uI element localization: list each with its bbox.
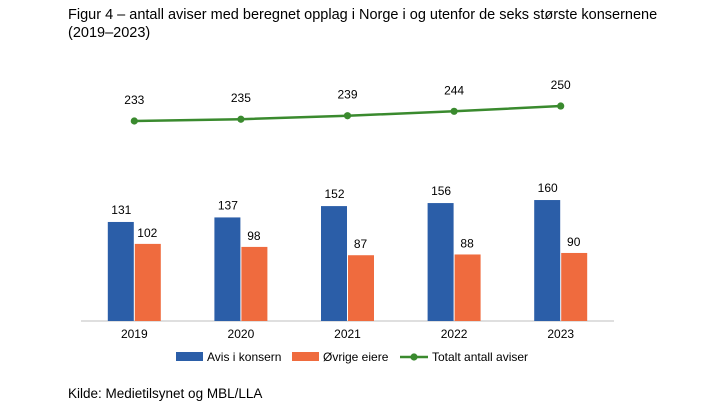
point-totalt-2020: [237, 115, 245, 123]
data-label-totalt-2023: 250: [551, 78, 571, 92]
data-label-totalt-2022: 244: [444, 83, 464, 97]
bar-avis-i-konsern-2023: [534, 200, 561, 321]
bar-avis-i-konsern-2021: [321, 206, 347, 321]
legend-marker-totalt: [410, 353, 418, 361]
x-tick-label-2023: 2023: [547, 327, 574, 341]
chart-title-line-1: Figur 4 – antall aviser med beregnet opp…: [68, 7, 658, 23]
data-label-ovrige-eiere-2019: 102: [137, 226, 157, 240]
data-label-totalt-2021: 239: [337, 88, 357, 102]
legend-label-avis-i-konsern: Avis i konsern: [207, 350, 281, 364]
bar-avis-i-konsern-2022: [427, 203, 454, 321]
data-label-avis-i-konsern-2019: 131: [111, 203, 131, 217]
data-label-avis-i-konsern-2021: 152: [324, 187, 344, 201]
data-label-avis-i-konsern-2020: 137: [218, 198, 238, 212]
bar-avis-i-konsern-2020: [214, 217, 241, 321]
point-totalt-2023: [557, 102, 565, 110]
data-label-ovrige-eiere-2020: 98: [247, 229, 261, 243]
data-label-totalt-2019: 233: [124, 93, 144, 107]
bar-ovrige-eiere-2020: [241, 246, 268, 321]
point-totalt-2021: [343, 112, 352, 120]
legend-label-totalt: Totalt antall aviser: [432, 350, 528, 364]
data-label-ovrige-eiere-2021: 87: [354, 237, 368, 251]
data-label-totalt-2020: 235: [231, 91, 251, 105]
data-label-avis-i-konsern-2022: 156: [431, 184, 451, 198]
bar-ovrige-eiere-2019: [134, 243, 161, 321]
x-tick-label-2021: 2021: [334, 327, 361, 341]
x-tick-label-2020: 2020: [228, 327, 255, 341]
data-label-avis-i-konsern-2023: 160: [538, 181, 558, 195]
source-note: Kilde: Medietilsynet og MBL/LLA: [68, 386, 263, 401]
bar-avis-i-konsern-2019: [107, 221, 134, 321]
point-totalt-2019: [130, 117, 138, 125]
x-tick-label-2019: 2019: [121, 327, 148, 341]
chart-title: Figur 4 – antall aviser med beregnet opp…: [68, 6, 708, 42]
chart-title-line-2: (2019–2023): [68, 25, 151, 41]
bar-ovrige-eiere-2023: [561, 252, 588, 321]
data-label-ovrige-eiere-2022: 88: [460, 236, 474, 250]
legend-swatch-avis-i-konsern: [176, 352, 203, 361]
x-tick-label-2022: 2022: [441, 327, 468, 341]
data-label-ovrige-eiere-2023: 90: [567, 235, 581, 249]
bar-ovrige-eiere-2021: [348, 255, 374, 321]
bar-ovrige-eiere-2022: [454, 254, 481, 321]
legend-label-ovrige-eiere: Øvrige eiere: [323, 350, 389, 364]
legend-swatch-ovrige-eiere: [292, 352, 319, 361]
point-totalt-2022: [450, 107, 458, 115]
